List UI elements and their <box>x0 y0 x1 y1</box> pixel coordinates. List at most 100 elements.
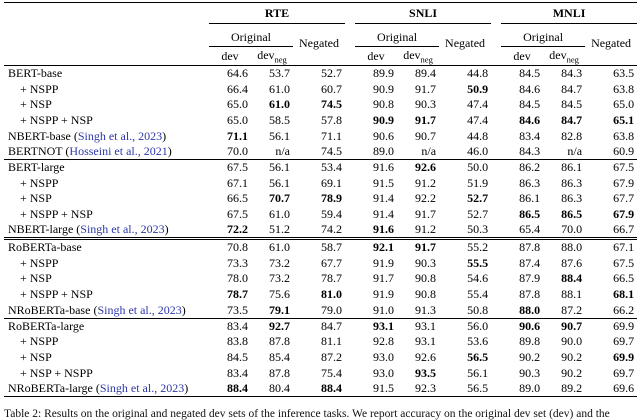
spacer-cell <box>491 365 501 381</box>
value-cell: 67.5 <box>613 160 635 175</box>
value-cell: 46.0 <box>467 144 489 159</box>
value-cell: 89.0 <box>519 380 541 395</box>
spacer-cell <box>345 350 355 366</box>
spacer-cell <box>491 271 501 287</box>
citation-link[interactable]: Hosseini et al., 2021 <box>69 144 168 159</box>
value-cell: 73.2 <box>269 255 290 270</box>
spacer-cell <box>345 81 355 97</box>
dev-header: dev <box>367 48 385 63</box>
value-cell: 88.0 <box>561 240 583 255</box>
value-cell: 70.0 <box>227 144 248 159</box>
value-cell: 70.7 <box>269 191 290 206</box>
original-negated-header-row: Original Negated Original Negated Origin… <box>4 23 637 50</box>
value-cell: 87.8 <box>269 334 290 349</box>
value-cell: 56.5 <box>467 349 489 364</box>
value-cell: 92.3 <box>415 380 437 395</box>
spacer-cell <box>345 365 355 381</box>
citation-link[interactable]: Singh et al., 2023 <box>97 302 182 317</box>
model-col-header <box>4 3 209 24</box>
value-cell: 52.7 <box>467 191 489 206</box>
value-cell: 83.4 <box>227 365 248 380</box>
value-cell: 92.6 <box>415 160 437 175</box>
spacer-cell <box>491 160 501 176</box>
table-section-3: RoBERTa-large 83.4 92.7 84.7 93.1 93.1 56.0 90.… <box>4 318 638 397</box>
value-cell: 84.6 <box>519 112 541 127</box>
value-cell: 84.6 <box>519 81 541 96</box>
value-cell: 67.9 <box>613 207 635 222</box>
value-cell: 92.1 <box>373 240 395 255</box>
spacer-cell <box>345 334 355 350</box>
value-cell: 66.7 <box>613 222 635 237</box>
value-cell: 84.5 <box>227 349 248 364</box>
value-cell: 93.0 <box>373 365 395 380</box>
spacer-cell <box>345 207 355 223</box>
spacer-cell <box>491 318 501 334</box>
value-cell: 84.7 <box>561 81 583 96</box>
spacer-cell <box>345 3 355 24</box>
spacer-cell <box>491 350 501 366</box>
value-cell: 88.4 <box>561 271 583 286</box>
spacer-cell <box>491 255 501 271</box>
table-row: + NSP 65.0 61.0 74.5 90.8 90.3 47.4 84.5 84.5 65.… <box>4 97 637 113</box>
value-cell: 91.4 <box>373 191 395 206</box>
citation-link[interactable]: Singh et al., 2023 <box>77 128 163 143</box>
value-cell: 74.5 <box>321 97 343 112</box>
model-label: + NSPP <box>20 81 59 96</box>
spacer-cell <box>345 175 355 191</box>
dev-header: dev <box>513 48 531 63</box>
value-cell: 67.7 <box>613 191 635 206</box>
col-group-snli: SNLI <box>355 2 492 24</box>
table-row: NRoBERTa-large (Singh et al., 2023) 88.4 8… <box>4 381 637 397</box>
value-cell: 65.1 <box>613 112 635 127</box>
value-cell: 61.0 <box>269 207 290 222</box>
value-cell: 65.0 <box>227 112 248 127</box>
spacer-cell <box>345 128 355 144</box>
citation-link[interactable]: Singh et al., 2023 <box>99 380 185 395</box>
value-cell: 56.1 <box>269 175 290 190</box>
value-cell: 72.2 <box>227 222 248 237</box>
table-row: + NSP 78.0 73.2 78.7 91.7 90.8 54.6 87.9 88.4 66.… <box>4 271 637 287</box>
value-cell: 84.7 <box>321 318 343 333</box>
value-cell: 75.6 <box>269 287 290 302</box>
spacer-cell <box>345 160 355 176</box>
spacer-cell <box>491 144 501 160</box>
value-cell: 92.2 <box>415 191 437 206</box>
value-cell: 90.3 <box>519 365 541 380</box>
value-cell: 91.7 <box>415 81 437 96</box>
spacer-cell <box>345 144 355 160</box>
value-cell: 53.6 <box>467 334 489 349</box>
value-cell: 58.7 <box>321 240 343 255</box>
value-cell: 90.8 <box>415 271 437 286</box>
value-cell: 67.5 <box>227 160 248 175</box>
citation-link[interactable]: Singh et al., 2023 <box>80 222 165 237</box>
value-cell: 51.2 <box>269 222 290 237</box>
devneg-header: devneg <box>549 47 579 65</box>
caption: Table 2: Results on the original and neg… <box>4 408 610 420</box>
value-cell: 50.9 <box>467 81 489 96</box>
table-row: + NSP + NSPP 83.4 87.8 75.4 93.0 93.5 56.1 90.3… <box>4 365 637 381</box>
negated-header: Negated <box>591 36 632 50</box>
value-cell: 66.5 <box>613 271 635 286</box>
value-cell: 55.5 <box>467 255 489 270</box>
value-cell: 69.7 <box>613 334 635 349</box>
value-cell: 91.5 <box>373 380 395 395</box>
table-row: + NSP 66.5 70.7 78.9 91.4 92.2 52.7 86.1 86.3 67.… <box>4 191 637 207</box>
value-cell: 86.1 <box>519 191 541 206</box>
value-cell: 69.1 <box>321 175 343 190</box>
spacer-cell <box>345 191 355 207</box>
spacer-cell <box>345 255 355 271</box>
value-cell: 92.7 <box>269 318 290 333</box>
value-cell: 57.8 <box>321 112 343 127</box>
value-cell: 63.8 <box>613 128 635 143</box>
value-cell: 50.8 <box>467 302 489 317</box>
value-cell: 66.5 <box>227 191 248 206</box>
value-cell: 61.0 <box>269 81 290 96</box>
devneg-header: devneg <box>257 47 287 65</box>
value-cell: 54.6 <box>467 271 489 286</box>
value-cell: 79.1 <box>269 302 290 317</box>
value-cell: 90.8 <box>415 287 437 302</box>
value-cell: 65.0 <box>613 97 635 112</box>
value-cell: 87.8 <box>269 365 290 380</box>
value-cell: 56.0 <box>467 318 489 333</box>
